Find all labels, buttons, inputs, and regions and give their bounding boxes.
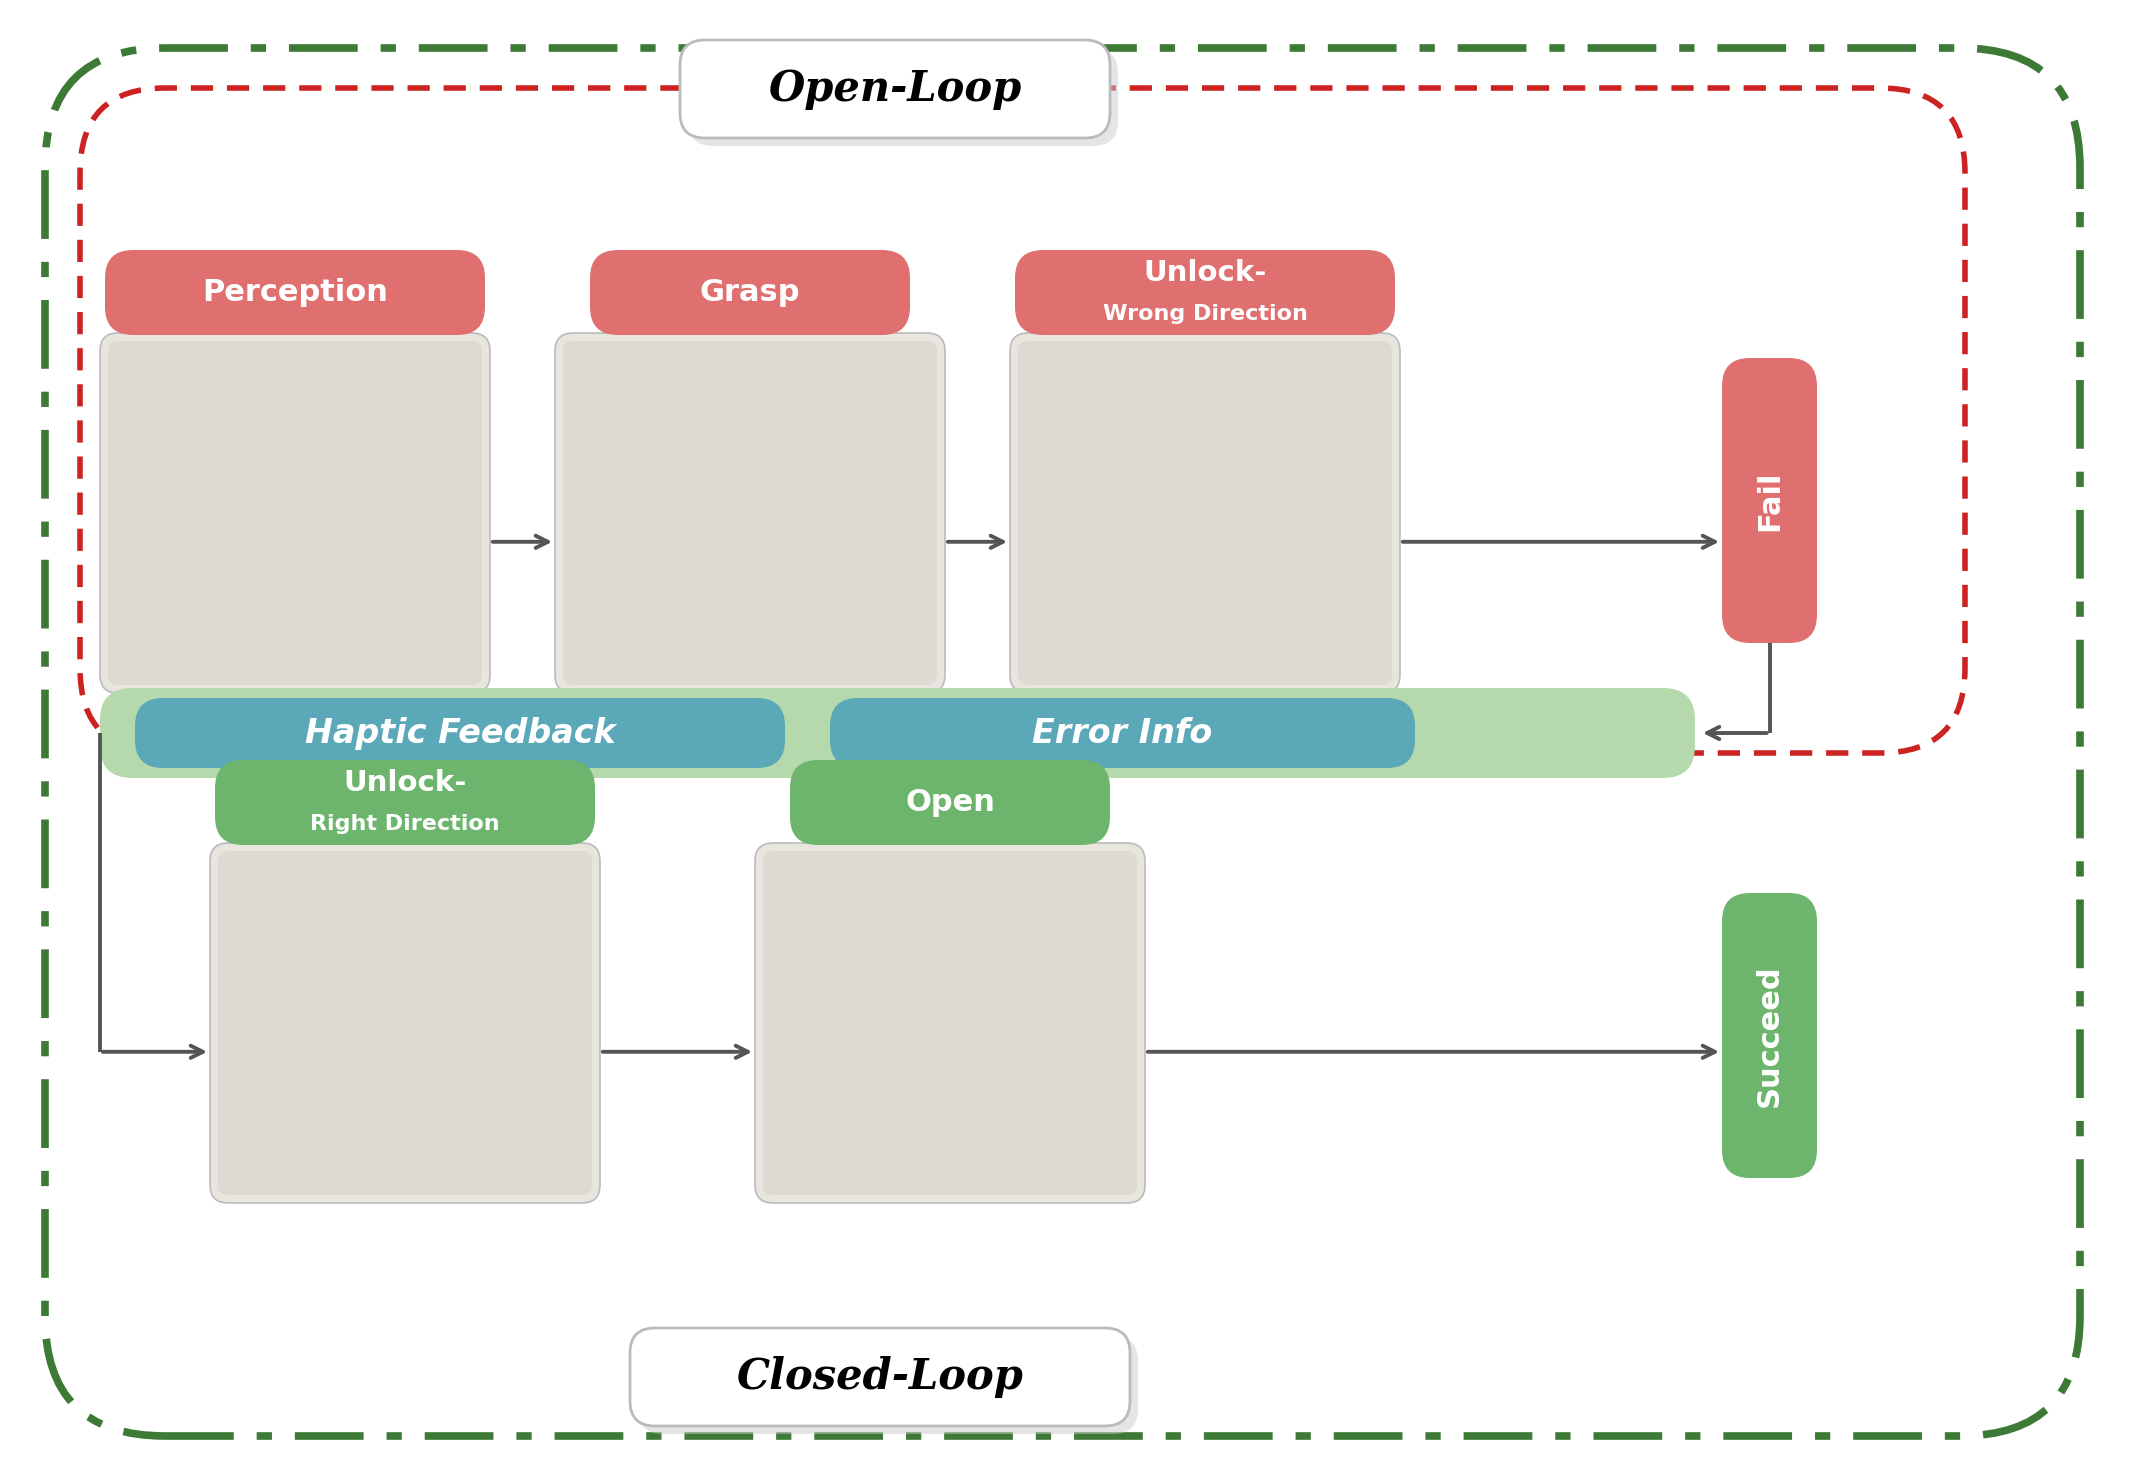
Text: Open: Open xyxy=(906,788,995,817)
Text: Unlock-: Unlock- xyxy=(343,769,467,797)
Text: Closed-Loop: Closed-Loop xyxy=(737,1355,1023,1398)
Text: Unlock-: Unlock- xyxy=(1144,259,1266,287)
Text: Right Direction: Right Direction xyxy=(311,813,501,834)
FancyBboxPatch shape xyxy=(109,341,482,684)
FancyBboxPatch shape xyxy=(211,842,601,1203)
FancyBboxPatch shape xyxy=(637,1336,1138,1434)
Text: Open-Loop: Open-Loop xyxy=(769,68,1021,109)
FancyBboxPatch shape xyxy=(563,341,938,684)
FancyBboxPatch shape xyxy=(590,250,910,336)
FancyBboxPatch shape xyxy=(688,47,1119,146)
FancyBboxPatch shape xyxy=(1019,341,1392,684)
FancyBboxPatch shape xyxy=(554,333,944,693)
Text: Wrong Direction: Wrong Direction xyxy=(1102,303,1308,324)
FancyBboxPatch shape xyxy=(1010,333,1400,693)
Text: Grasp: Grasp xyxy=(699,278,801,307)
FancyBboxPatch shape xyxy=(763,851,1138,1196)
Text: Error Info: Error Info xyxy=(1031,717,1213,749)
FancyBboxPatch shape xyxy=(631,1329,1129,1426)
FancyBboxPatch shape xyxy=(1722,893,1818,1178)
FancyBboxPatch shape xyxy=(829,698,1415,769)
Text: Perception: Perception xyxy=(202,278,388,307)
FancyBboxPatch shape xyxy=(680,40,1110,137)
Text: Haptic Feedback: Haptic Feedback xyxy=(305,717,616,749)
FancyBboxPatch shape xyxy=(100,333,490,693)
FancyBboxPatch shape xyxy=(217,851,592,1196)
Text: Fail: Fail xyxy=(1756,470,1784,531)
FancyBboxPatch shape xyxy=(134,698,784,769)
FancyBboxPatch shape xyxy=(754,842,1144,1203)
FancyBboxPatch shape xyxy=(45,47,2080,1437)
FancyBboxPatch shape xyxy=(1722,358,1818,643)
FancyBboxPatch shape xyxy=(104,250,486,336)
FancyBboxPatch shape xyxy=(791,760,1110,845)
FancyBboxPatch shape xyxy=(100,687,1694,777)
Text: Succeed: Succeed xyxy=(1756,964,1784,1107)
FancyBboxPatch shape xyxy=(1014,250,1396,336)
FancyBboxPatch shape xyxy=(215,760,595,845)
